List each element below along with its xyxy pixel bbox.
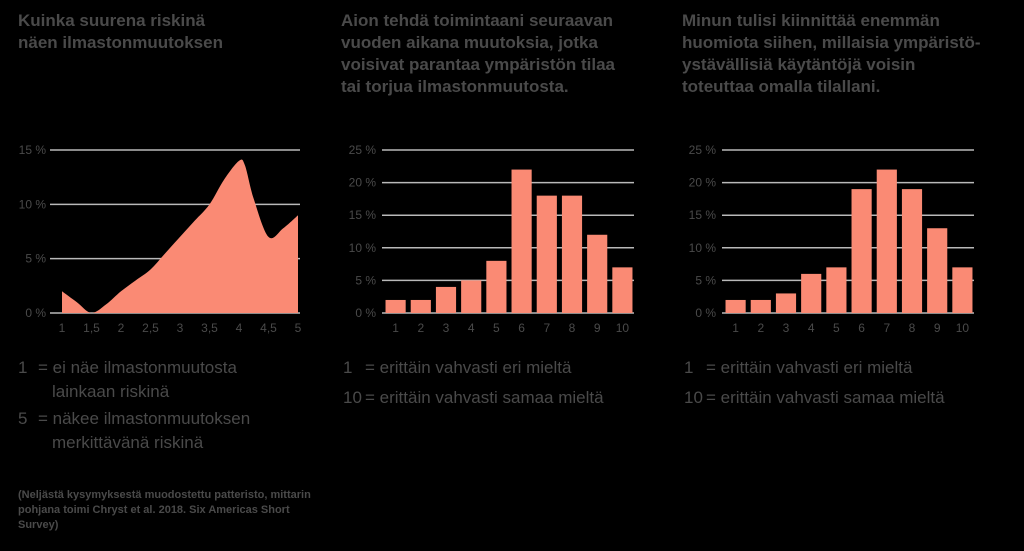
x-tick-label: 9	[934, 321, 941, 335]
legend-key: 10	[684, 388, 703, 407]
bar	[952, 267, 973, 313]
x-tick-label: 4,5	[260, 321, 277, 335]
bar	[775, 293, 797, 313]
bar	[612, 267, 633, 313]
x-tick-label: 1	[59, 321, 66, 335]
legend-item: 10 = erittäin vahvasti samaa mieltä	[684, 386, 945, 410]
y-tick-label: 15 %	[19, 143, 47, 157]
x-tick-label: 9	[594, 321, 601, 335]
bar	[725, 299, 746, 313]
legend-text: = erittäin vahvasti eri mieltä	[706, 358, 913, 377]
x-tick-label: 6	[518, 321, 525, 335]
bar	[435, 286, 457, 313]
bar	[410, 299, 431, 313]
x-tick-label: 4	[236, 321, 243, 335]
legend-text: = näkee ilmastonmuutoksen	[38, 409, 251, 428]
legend-item: 5 = näkee ilmastonmuutoksen	[18, 407, 250, 431]
x-tick-label: 3	[443, 321, 450, 335]
bar	[461, 280, 482, 313]
panel2-title: Aion tehdä toimintaani seuraavan vuoden …	[341, 11, 615, 96]
x-tick-label: 8	[909, 321, 916, 335]
panel3-legend: 1 = erittäin vahvasti eri mieltä 10 = erit…	[684, 356, 945, 410]
bar	[927, 228, 948, 313]
y-tick-label: 10 %	[349, 241, 377, 255]
y-tick-label: 25 %	[689, 143, 717, 157]
x-tick-label: 2	[417, 321, 424, 335]
legend-text: lainkaan riskinä	[52, 382, 170, 401]
legend-key: 1	[18, 358, 28, 377]
x-tick-label: 7	[883, 321, 890, 335]
x-tick-label: 3	[783, 321, 790, 335]
bar	[851, 189, 872, 313]
y-tick-label: 15 %	[349, 208, 377, 222]
legend-text: merkittävänä riskinä	[52, 433, 204, 452]
bar	[536, 195, 557, 313]
x-tick-label: 10	[616, 321, 630, 335]
bar	[561, 195, 583, 313]
bar	[901, 189, 923, 313]
y-tick-label: 10 %	[19, 197, 47, 211]
y-tick-label: 20 %	[689, 176, 717, 190]
bar	[750, 299, 771, 313]
bar	[385, 299, 406, 313]
y-tick-label: 15 %	[689, 208, 717, 222]
x-tick-label: 3,5	[201, 321, 218, 335]
x-tick-label: 4	[468, 321, 475, 335]
legend-item: 10 = erittäin vahvasti samaa mieltä	[343, 386, 604, 410]
legend-text: = ei näe ilmastonmuutosta	[38, 358, 237, 377]
x-tick-label: 5	[833, 321, 840, 335]
y-tick-label: 0 %	[355, 306, 376, 320]
x-tick-label: 2,5	[142, 321, 159, 335]
legend-key: 1	[684, 358, 694, 377]
x-tick-label: 1	[732, 321, 739, 335]
x-tick-label: 2	[118, 321, 125, 335]
legend-item: 1 = ei näe ilmastonmuutosta	[18, 356, 250, 380]
x-tick-label: 2	[757, 321, 764, 335]
source-note: (Neljästä kysymyksestä muodostettu patte…	[18, 489, 311, 531]
panel2-legend: 1 = erittäin vahvasti eri mieltä 10 = erit…	[343, 356, 604, 410]
y-tick-label: 5 %	[355, 273, 376, 287]
legend-key: 1	[343, 358, 353, 377]
panel3-title: Minun tulisi kiinnittää enemmän huomiota…	[682, 11, 981, 96]
y-tick-label: 25 %	[349, 143, 377, 157]
y-tick-label: 20 %	[349, 176, 377, 190]
bar	[826, 267, 847, 313]
bar	[486, 260, 507, 313]
x-tick-label: 6	[858, 321, 865, 335]
panel1-legend: 1 = ei näe ilmastonmuutosta lainkaan risk…	[18, 356, 250, 455]
x-tick-label: 4	[808, 321, 815, 335]
bar	[587, 234, 608, 313]
y-tick-label: 5 %	[25, 252, 46, 266]
legend-text: = erittäin vahvasti samaa mieltä	[706, 388, 945, 407]
bar	[876, 169, 897, 313]
y-tick-label: 0 %	[25, 306, 46, 320]
x-tick-label: 7	[543, 321, 550, 335]
legend-text: = erittäin vahvasti eri mieltä	[365, 358, 572, 377]
legend-item-continued: lainkaan riskinä	[18, 380, 250, 404]
legend-key: 10	[343, 388, 362, 407]
legend-key: 5	[18, 409, 28, 428]
x-tick-label: 10	[956, 321, 970, 335]
panel1-title: Kuinka suurena riskinä näen ilmastonmuut…	[18, 11, 223, 52]
legend-text: = erittäin vahvasti samaa mieltä	[365, 388, 604, 407]
y-tick-label: 0 %	[695, 306, 716, 320]
x-tick-label: 1	[392, 321, 399, 335]
area-series	[62, 159, 298, 313]
y-tick-label: 5 %	[695, 273, 716, 287]
x-tick-label: 8	[569, 321, 576, 335]
y-tick-label: 10 %	[689, 241, 717, 255]
bar	[801, 273, 822, 313]
x-tick-label: 1,5	[83, 321, 100, 335]
bar	[511, 169, 532, 313]
x-tick-label: 5	[493, 321, 500, 335]
legend-item: 1 = erittäin vahvasti eri mieltä	[343, 356, 604, 380]
legend-item-continued: merkittävänä riskinä	[18, 431, 250, 455]
x-tick-label: 5	[295, 321, 302, 335]
x-tick-label: 3	[177, 321, 184, 335]
legend-item: 1 = erittäin vahvasti eri mieltä	[684, 356, 945, 380]
